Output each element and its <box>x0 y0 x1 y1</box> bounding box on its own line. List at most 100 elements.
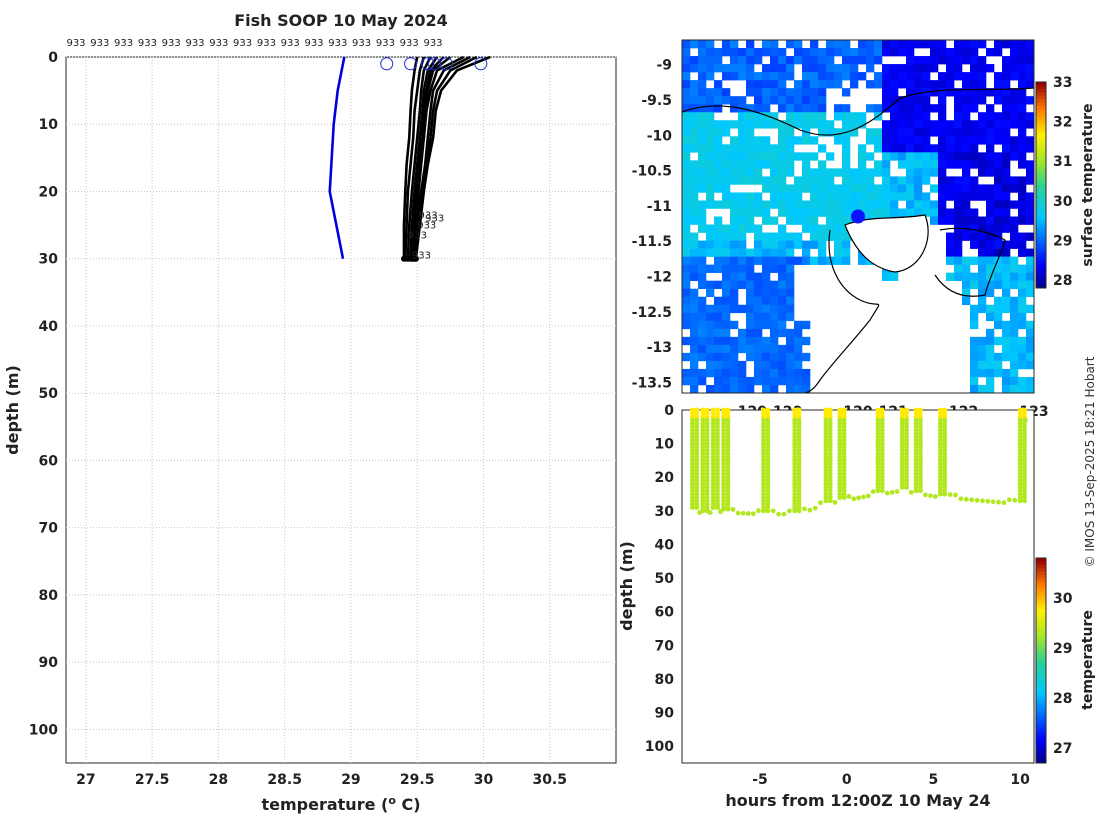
timeseries-point <box>875 441 881 447</box>
sst-cell <box>762 208 771 217</box>
sst-colorbar-tick: 29 <box>1053 233 1072 249</box>
timeseries-point <box>700 484 706 490</box>
sst-cell <box>810 176 819 185</box>
timeseries-point <box>721 495 727 500</box>
sst-cell <box>930 80 939 89</box>
sst-cell <box>882 152 891 161</box>
sst-cell <box>778 368 787 378</box>
sst-cell <box>778 48 787 57</box>
sst-cell <box>842 136 851 145</box>
timeseries-point <box>913 481 919 487</box>
sst-cell <box>762 240 771 249</box>
timeseries-point <box>725 407 731 413</box>
timeseries-point <box>761 410 766 416</box>
sst-colorbar-band <box>1036 195 1046 200</box>
sst-cell <box>698 64 707 73</box>
sst-cell <box>690 56 699 65</box>
sst-cell <box>890 48 899 57</box>
temp-colorbar-band <box>1036 605 1046 610</box>
sst-cell <box>954 72 963 81</box>
sst-cell <box>754 136 763 145</box>
map-y-tick: -10 <box>647 128 673 144</box>
sst-cell <box>866 152 875 161</box>
sst-cell <box>890 272 899 281</box>
timeseries-point <box>837 421 843 426</box>
timeseries-y-tick: 80 <box>655 672 675 688</box>
sst-cell <box>858 40 867 49</box>
map-y-tick: -11 <box>647 199 672 215</box>
timeseries-point <box>990 499 996 505</box>
sst-cell <box>810 80 819 89</box>
sst-cell <box>898 152 907 161</box>
sst-cell <box>850 64 859 73</box>
sst-cell <box>882 136 891 145</box>
timeseries-point <box>725 461 731 467</box>
timeseries-point <box>827 458 833 463</box>
timeseries-point <box>700 501 706 507</box>
sst-cell <box>914 64 923 73</box>
sst-cell <box>762 184 771 193</box>
sst-cell <box>1026 232 1035 241</box>
sst-cell <box>866 40 875 49</box>
sst-cell <box>746 152 755 161</box>
timeseries-point <box>1022 461 1027 467</box>
timeseries-point <box>700 488 706 494</box>
sst-colorbar-tick: 30 <box>1053 194 1073 210</box>
sst-cell <box>1002 296 1011 306</box>
sst-cell <box>786 104 795 113</box>
timeseries-point <box>765 498 771 504</box>
sst-cell <box>962 72 971 81</box>
sst-cell <box>1002 304 1011 314</box>
sst-cell <box>906 208 915 217</box>
sst-cell <box>986 312 995 322</box>
timeseries-point <box>823 491 829 497</box>
timeseries-point <box>710 454 716 460</box>
sst-cell <box>874 144 883 153</box>
timeseries-point <box>710 414 716 420</box>
timeseries-point <box>721 437 727 443</box>
sst-cell <box>786 336 795 346</box>
profile-annotation: 933 <box>417 220 436 231</box>
sst-cell <box>706 288 715 298</box>
sst-cell <box>706 192 715 201</box>
sst-cell <box>1002 224 1011 233</box>
sst-cell <box>714 368 723 378</box>
profile-x-tick: 27.5 <box>135 772 170 788</box>
timeseries-point <box>792 474 798 480</box>
sst-cell <box>682 88 691 97</box>
sst-cell <box>994 88 1003 97</box>
timeseries-point <box>710 451 716 457</box>
sst-cell <box>978 216 987 225</box>
sst-cell <box>722 40 731 49</box>
timeseries-point <box>942 458 948 463</box>
sst-cell <box>954 248 963 257</box>
sst-cell <box>786 56 795 65</box>
sst-cell <box>802 208 811 217</box>
timeseries-point <box>823 464 829 470</box>
temp-colorbar-band <box>1036 711 1046 716</box>
sst-cell <box>818 200 827 209</box>
timeseries-point <box>918 427 923 433</box>
timeseries-point <box>725 410 731 416</box>
timeseries-point <box>694 407 700 413</box>
timeseries-point <box>1017 437 1023 443</box>
sst-cell <box>746 336 755 346</box>
timeseries-point <box>704 495 710 500</box>
timeseries-point <box>1022 451 1027 457</box>
sst-cell <box>994 192 1003 201</box>
sst-cell <box>970 160 979 169</box>
temp-colorbar-band <box>1036 558 1046 562</box>
profile-annotation: 933 <box>408 231 427 242</box>
timeseries-point <box>725 458 731 463</box>
sst-cell <box>826 184 835 193</box>
sst-cell <box>922 136 931 145</box>
temp-colorbar-band <box>1036 660 1046 665</box>
sst-cell <box>842 168 851 177</box>
sst-cell <box>1018 272 1027 281</box>
timeseries-point <box>1022 464 1027 470</box>
timeseries-point <box>937 427 943 433</box>
sst-cell <box>762 336 771 346</box>
sst-cell <box>770 96 779 105</box>
sst-cell <box>882 72 891 81</box>
sst-cell <box>842 184 851 193</box>
